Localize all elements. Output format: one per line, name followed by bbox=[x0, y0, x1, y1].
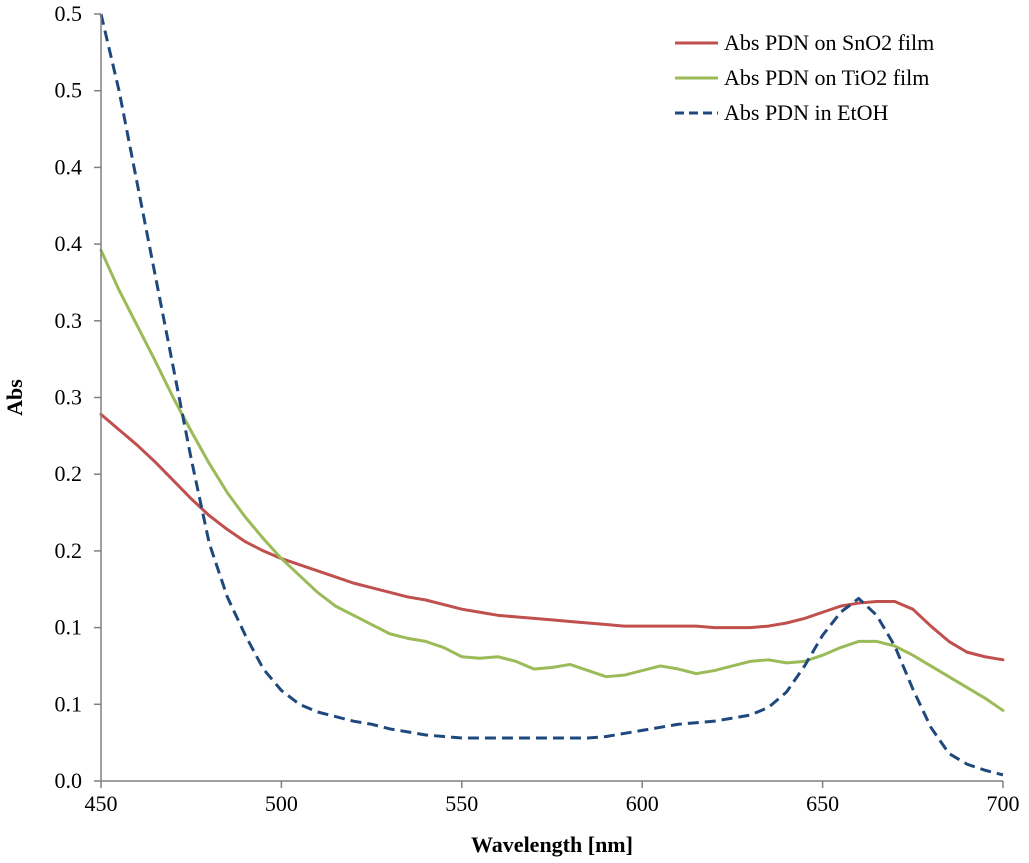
x-tick-label: 500 bbox=[265, 791, 298, 816]
legend-label-2: Abs PDN on TiO2 film bbox=[724, 65, 929, 90]
y-tick-label: 0.1 bbox=[55, 691, 83, 716]
chart-legend: Abs PDN on SnO2 film Abs PDN on TiO2 film… bbox=[675, 30, 934, 125]
y-tick-label: 0.5 bbox=[55, 1, 83, 26]
series-line-3 bbox=[99, 13, 1004, 777]
x-tick-label: 450 bbox=[85, 791, 118, 816]
y-tick-label: 0.2 bbox=[55, 538, 83, 563]
x-tick-label: 650 bbox=[806, 791, 839, 816]
y-tick-label: 0.4 bbox=[55, 154, 83, 179]
series-line-2 bbox=[99, 248, 1005, 712]
x-tick-label: 550 bbox=[445, 791, 478, 816]
y-tick-label: 0.2 bbox=[55, 461, 83, 486]
y-tick-label: 0.1 bbox=[55, 615, 83, 640]
y-tick-label: 0.3 bbox=[55, 308, 83, 333]
y-tick-label: 0.4 bbox=[55, 231, 83, 256]
legend-label-3: Abs PDN in EtOH bbox=[724, 100, 889, 125]
x-tick-label: 600 bbox=[626, 791, 659, 816]
y-axis-ticks: 0.0 0.1 0.1 0.2 0.2 0.3 0.3 0.4 0.4 0.5 0.5 bbox=[55, 1, 101, 793]
axes bbox=[100, 14, 1003, 782]
series-lines bbox=[99, 13, 1005, 777]
x-axis-title: Wavelength [nm] bbox=[471, 832, 633, 857]
y-tick-label: 0.3 bbox=[55, 385, 83, 410]
legend-label-1: Abs PDN on SnO2 film bbox=[724, 30, 934, 55]
y-axis-title: Abs bbox=[2, 379, 27, 416]
series-line-1 bbox=[99, 412, 1005, 662]
x-tick-label: 700 bbox=[987, 791, 1020, 816]
y-tick-label: 0.5 bbox=[55, 78, 83, 103]
y-tick-label: 0.0 bbox=[55, 768, 83, 793]
x-axis-ticks: 450 500 550 600 650 700 bbox=[85, 781, 1020, 816]
